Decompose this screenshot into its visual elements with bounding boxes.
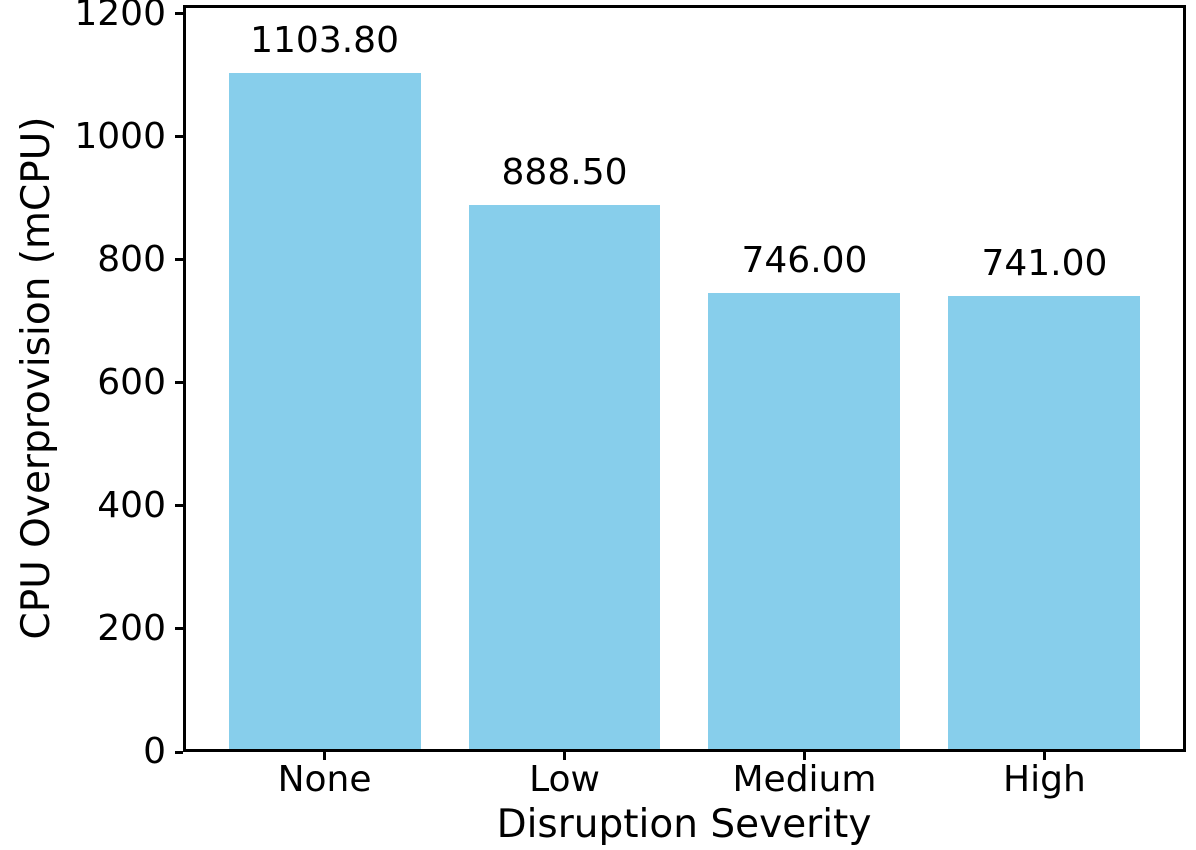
- x-tick-label-low: Low: [529, 759, 600, 800]
- bar-value-label: 1103.80: [250, 19, 399, 61]
- y-tick-mark: [175, 381, 183, 385]
- x-tick-label-none: None: [277, 759, 372, 800]
- bar-medium: [708, 292, 901, 750]
- x-tick-mark: [802, 752, 806, 760]
- y-tick-label: 1000: [74, 115, 166, 157]
- bar-low: [468, 205, 661, 750]
- y-tick-label: 0: [143, 731, 166, 772]
- y-tick-mark: [175, 12, 183, 16]
- y-tick-mark: [175, 750, 183, 754]
- x-tick-mark: [563, 752, 567, 760]
- x-tick-label-medium: Medium: [732, 759, 877, 800]
- bar-value-label: 741.00: [981, 243, 1108, 285]
- y-axis-label: CPU Overprovision (mCPU): [14, 116, 59, 640]
- y-tick-label: 1200: [74, 0, 166, 34]
- bar-value-label: 888.50: [501, 152, 628, 194]
- y-tick-mark: [175, 258, 183, 262]
- y-tick-mark: [175, 504, 183, 508]
- x-axis-label: Disruption Severity: [496, 802, 872, 847]
- y-tick-label: 400: [97, 484, 166, 526]
- bar-value-label: 746.00: [741, 239, 868, 281]
- x-tick-label-high: High: [1003, 759, 1086, 800]
- x-tick-mark: [323, 752, 327, 760]
- y-tick-mark: [175, 627, 183, 631]
- bar-high: [948, 296, 1141, 750]
- y-tick-mark: [175, 135, 183, 139]
- y-tick-label: 600: [97, 361, 166, 403]
- y-tick-label: 800: [97, 238, 166, 280]
- y-tick-label: 200: [97, 607, 166, 649]
- x-tick-mark: [1042, 752, 1046, 760]
- bar-none: [228, 72, 421, 750]
